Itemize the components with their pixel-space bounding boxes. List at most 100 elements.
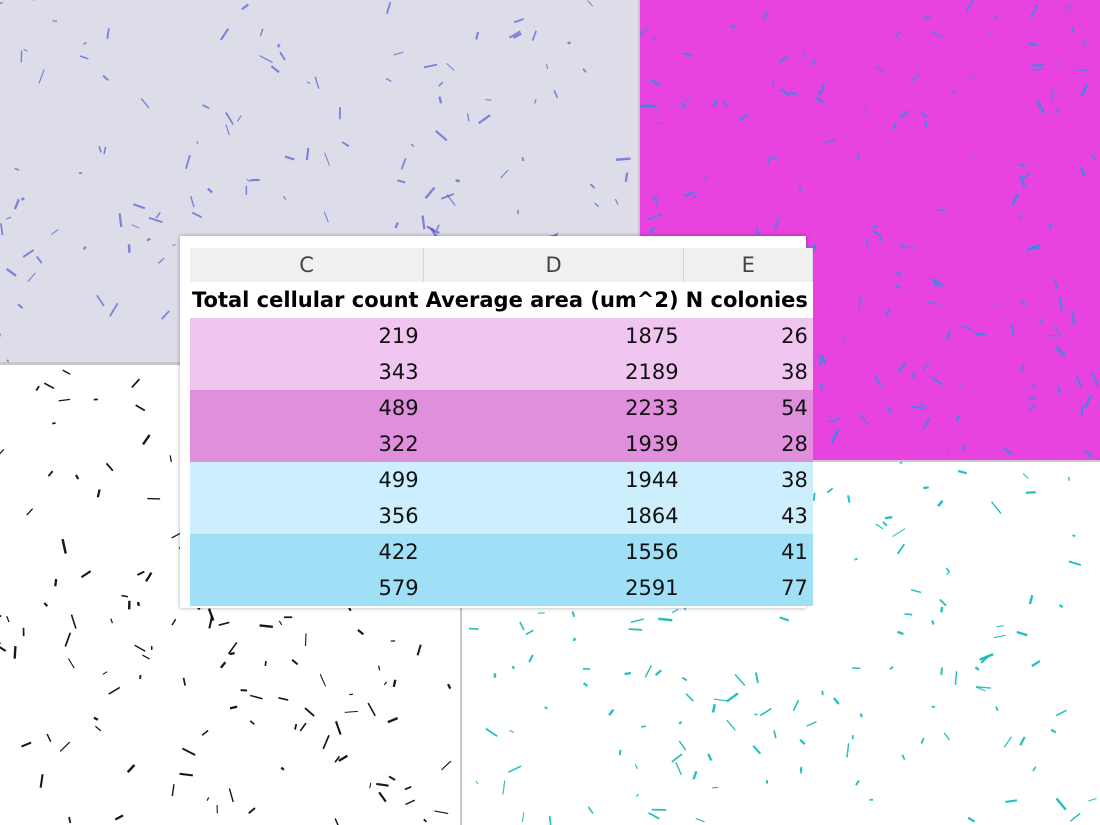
speck	[779, 616, 790, 622]
speck	[357, 629, 364, 636]
speck	[1079, 166, 1086, 176]
speck	[225, 112, 234, 126]
speck	[485, 727, 498, 737]
speck	[692, 194, 697, 199]
speck	[512, 32, 522, 39]
speck	[932, 282, 940, 288]
speck	[945, 567, 951, 573]
speck	[323, 211, 329, 223]
speck	[82, 245, 87, 250]
speck	[105, 462, 114, 472]
speck	[961, 445, 967, 451]
speck	[931, 705, 936, 709]
speck	[726, 719, 736, 731]
cell: 2189	[423, 354, 684, 390]
speck	[624, 671, 632, 676]
cell: 28	[683, 426, 813, 462]
speck	[434, 810, 449, 815]
speck	[1019, 175, 1026, 188]
data-row: 499 1944 38	[190, 462, 813, 498]
speck	[1084, 394, 1093, 409]
speck	[110, 618, 113, 624]
speck	[83, 41, 87, 45]
speck	[155, 211, 161, 219]
speck	[701, 176, 708, 181]
speck	[531, 30, 537, 41]
speck	[790, 92, 796, 95]
cell: 356	[190, 498, 424, 534]
speck	[59, 741, 71, 752]
speck	[22, 249, 35, 258]
speck	[404, 786, 412, 791]
speck	[136, 570, 145, 576]
speck	[896, 630, 904, 636]
speck	[98, 146, 102, 153]
speck	[441, 760, 452, 771]
cell: 499	[190, 462, 424, 498]
speck	[189, 195, 195, 208]
speck	[169, 455, 172, 463]
speck	[682, 52, 693, 57]
speck	[896, 543, 906, 555]
speck	[423, 63, 438, 69]
speck	[13, 198, 20, 210]
speck	[68, 816, 72, 824]
speck	[755, 672, 759, 684]
speck	[726, 692, 739, 703]
speck	[931, 277, 945, 287]
speck	[438, 81, 444, 87]
speck	[943, 732, 950, 741]
speck	[386, 1, 392, 14]
speck	[1033, 67, 1042, 71]
speck	[278, 697, 289, 701]
speck	[62, 369, 71, 375]
speck	[1011, 324, 1015, 337]
speck	[818, 354, 824, 367]
speck	[282, 195, 287, 201]
speck	[707, 753, 713, 761]
speck	[294, 723, 298, 730]
speck	[792, 699, 800, 712]
speck	[833, 697, 840, 705]
speck	[1080, 82, 1089, 97]
speck	[965, 0, 974, 12]
speck	[140, 98, 150, 109]
speck	[886, 407, 893, 414]
speck	[508, 30, 521, 39]
speck	[26, 508, 34, 516]
speck	[528, 654, 534, 663]
speck	[820, 82, 826, 95]
speck	[885, 308, 891, 316]
speck	[521, 157, 525, 162]
data-row: 579 2591 77	[190, 570, 813, 606]
speck	[387, 717, 399, 724]
cell: 41	[683, 534, 813, 570]
speck	[136, 601, 141, 607]
speck	[1020, 364, 1025, 373]
speck	[1029, 42, 1038, 47]
speck	[738, 112, 749, 122]
speck	[634, 764, 639, 770]
speck	[1054, 325, 1063, 338]
speck	[1091, 153, 1097, 162]
speck	[571, 611, 576, 618]
speck	[640, 102, 650, 108]
cell: N colonies	[683, 282, 813, 318]
speck	[1029, 5, 1039, 18]
speck	[0, 1, 4, 5]
speck	[587, 806, 594, 814]
speck	[259, 28, 264, 37]
speck	[799, 738, 806, 745]
speck	[754, 713, 758, 716]
speck	[1084, 449, 1094, 458]
speck	[572, 637, 577, 642]
speck	[61, 538, 67, 554]
speck	[250, 694, 263, 700]
speck	[903, 245, 914, 249]
speck	[299, 722, 307, 732]
speck	[438, 96, 443, 104]
cell: 579	[190, 570, 424, 606]
speck	[594, 202, 600, 208]
speck	[179, 772, 193, 777]
speck	[6, 615, 10, 623]
